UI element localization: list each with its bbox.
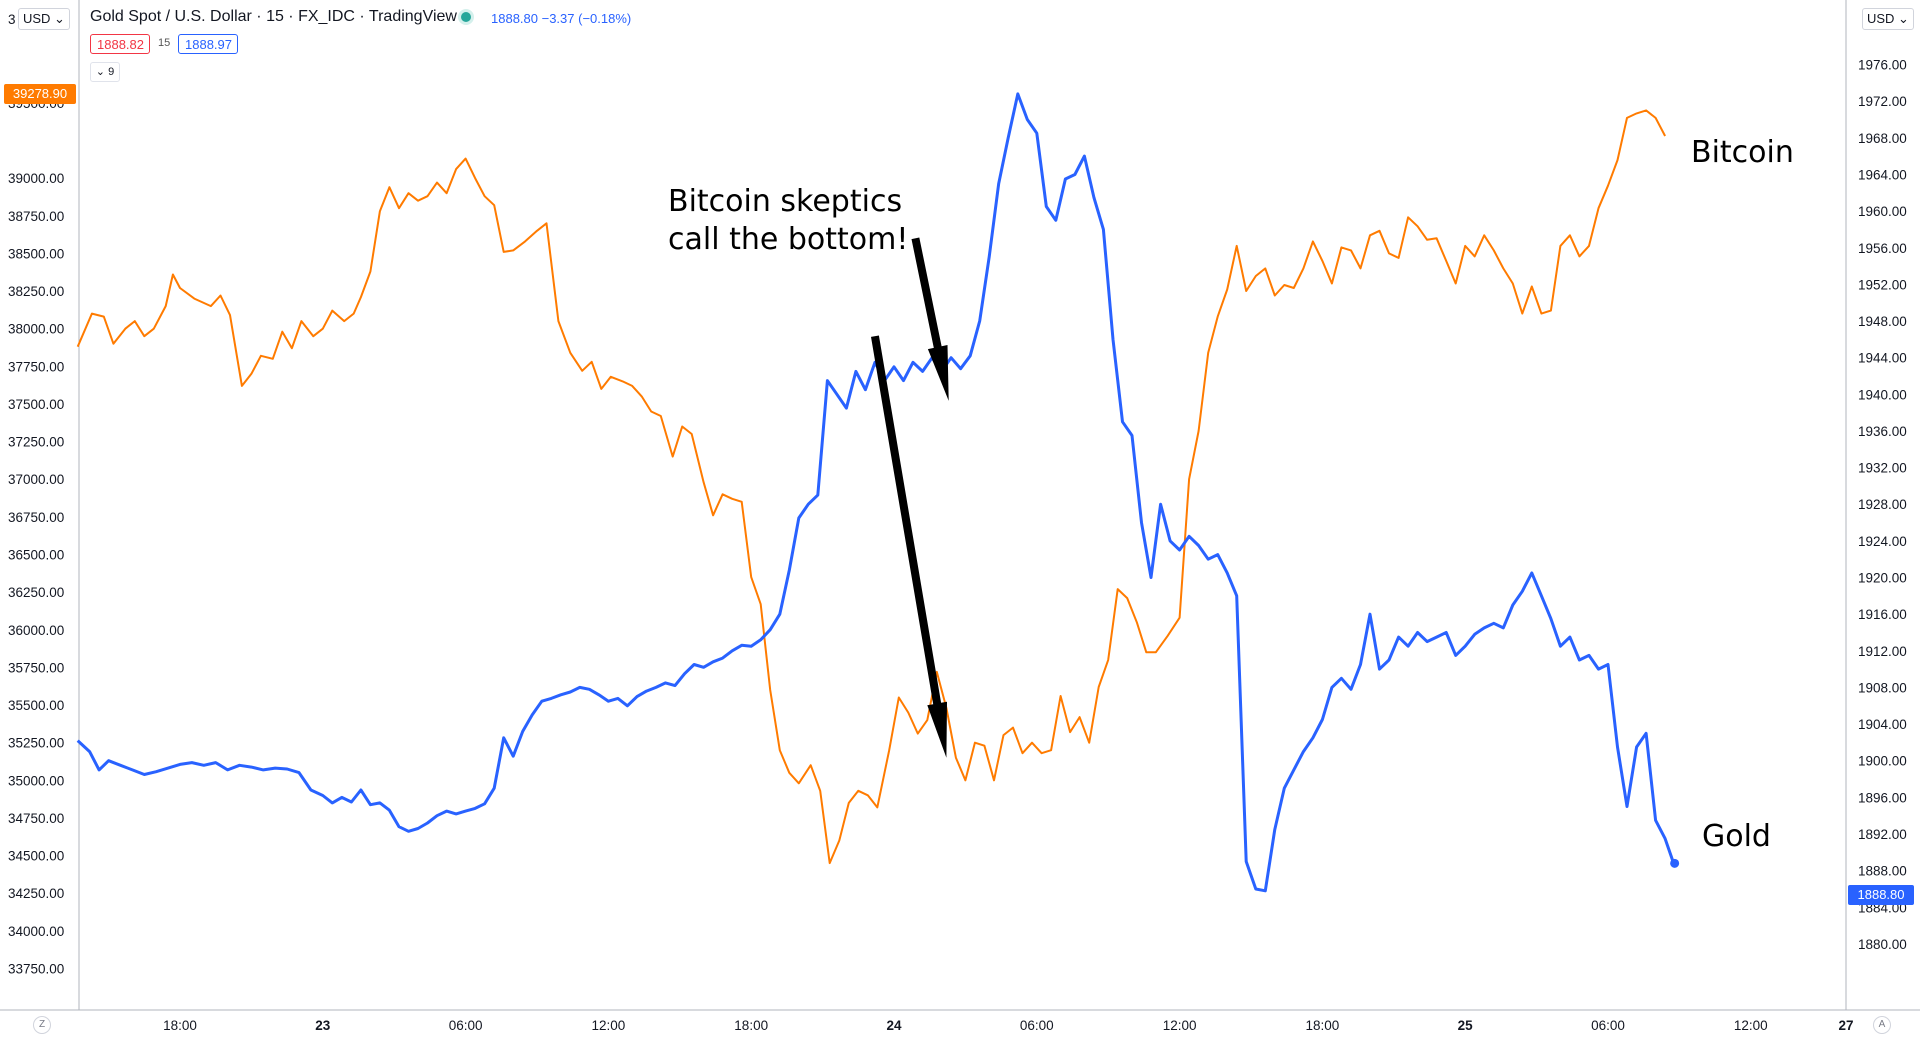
left-tick-label: 34500.00 [8, 849, 64, 864]
annotation-arrows [871, 237, 949, 758]
bitcoin-last-price-badge: 39278.90 [4, 84, 76, 104]
right-tick-label: 1940.00 [1858, 387, 1907, 402]
skeptics-line-2: call the bottom! [668, 222, 909, 257]
right-tick-label: 1916.00 [1858, 607, 1907, 622]
time-tick-label: 06:00 [449, 1018, 483, 1033]
right-tick-label: 1908.00 [1858, 680, 1907, 695]
time-tick-label: 18:00 [163, 1018, 197, 1033]
series-layer [76, 92, 1680, 893]
left-tick-label: 38750.00 [8, 209, 64, 224]
time-tick-label: 06:00 [1020, 1018, 1054, 1033]
right-tick-label: 1972.00 [1858, 94, 1907, 109]
right-tick-label: 1964.00 [1858, 167, 1907, 182]
bitcoin-series-line[interactable] [76, 109, 1666, 865]
time-axis-ticks: 18:00 23 06:00 12:00 18:00 24 06:00 12:00 18:00 2… [163, 1018, 1853, 1033]
time-tick-label: 23 [315, 1018, 331, 1033]
symbol-title[interactable]: Gold Spot / U.S. Dollar · 15 · FX_IDC · … [90, 8, 457, 25]
right-tick-label: 1896.00 [1858, 790, 1907, 805]
right-tick-label: 1956.00 [1858, 241, 1907, 256]
right-tick-label: 1928.00 [1858, 497, 1907, 512]
left-tick-label: 38250.00 [8, 284, 64, 299]
time-tick-label: 12:00 [592, 1018, 626, 1033]
right-tick-label: 1900.00 [1858, 754, 1907, 769]
right-tick-label: 1968.00 [1858, 131, 1907, 146]
ask-price-button[interactable]: 1888.97 [178, 34, 238, 54]
time-tick-label: 06:00 [1591, 1018, 1625, 1033]
gold-last-point [1670, 858, 1680, 868]
left-tick-label: 36750.00 [8, 510, 64, 525]
right-axis-ticks: 1880.001884.001888.001892.001896.001900.… [1858, 58, 1907, 952]
skeptics-annotation: Bitcoin skeptics call the bottom! [668, 183, 908, 259]
left-tick-label: 37250.00 [8, 435, 64, 450]
right-tick-label: 1904.00 [1858, 717, 1907, 732]
right-tick-label: 1936.00 [1858, 424, 1907, 439]
time-tick-label: 27 [1838, 1018, 1853, 1033]
right-tick-label: 1924.00 [1858, 534, 1907, 549]
right-tick-label: 1976.00 [1858, 58, 1907, 73]
left-tick-label: 38000.00 [8, 322, 64, 337]
time-tick-label: 18:00 [1306, 1018, 1340, 1033]
left-tick-label: 39000.00 [8, 171, 64, 186]
right-currency-selector[interactable]: USD ⌄ [1862, 8, 1914, 30]
time-tick-label: 25 [1458, 1018, 1474, 1033]
time-tick-label: 12:00 [1163, 1018, 1197, 1033]
annotation-arrow-2 [871, 335, 947, 758]
skeptics-line-1: Bitcoin skeptics [668, 184, 903, 219]
indicators-toggle-button[interactable]: ⌄ 9 [90, 62, 120, 82]
time-tick-label: 24 [886, 1018, 902, 1033]
right-tick-label: 1960.00 [1858, 204, 1907, 219]
right-tick-label: 1944.00 [1858, 351, 1907, 366]
gold-series-line[interactable] [76, 92, 1677, 893]
gold-last-price-badge: 1888.80 [1848, 885, 1914, 905]
left-tick-label: 35500.00 [8, 698, 64, 713]
right-tick-label: 1880.00 [1858, 937, 1907, 952]
left-tick-label: 37750.00 [8, 359, 64, 374]
left-tick-label: 35000.00 [8, 773, 64, 788]
spread-interval: 15 [158, 37, 171, 49]
left-tick-label: 34000.00 [8, 924, 64, 939]
annotation-arrow-1 [911, 237, 949, 401]
axis-lines [0, 0, 1920, 1011]
right-tick-label: 1888.00 [1858, 864, 1907, 879]
left-tick-label: 33750.00 [8, 961, 64, 976]
left-tick-label: 36250.00 [8, 585, 64, 600]
left-tick-label: 36000.00 [8, 623, 64, 638]
timezone-button[interactable]: Z [33, 1016, 51, 1034]
left-tick-label-partial: 3 [8, 12, 16, 27]
time-tick-label: 12:00 [1734, 1018, 1768, 1033]
left-tick-label: 36500.00 [8, 547, 64, 562]
time-tick-label: 18:00 [734, 1018, 768, 1033]
left-tick-label: 35750.00 [8, 660, 64, 675]
right-tick-label: 1932.00 [1858, 461, 1907, 476]
market-status-icon [461, 12, 471, 22]
right-tick-label: 1912.00 [1858, 644, 1907, 659]
left-currency-selector[interactable]: USD ⌄ [18, 8, 70, 30]
last-quote: 1888.80 −3.37 (−0.18%) [491, 11, 632, 26]
left-tick-label: 37000.00 [8, 472, 64, 487]
right-tick-label: 1892.00 [1858, 827, 1907, 842]
left-tick-label: 38500.00 [8, 246, 64, 261]
left-tick-label: 37500.00 [8, 397, 64, 412]
right-tick-label: 1952.00 [1858, 277, 1907, 292]
left-tick-label: 35250.00 [8, 736, 64, 751]
left-tick-label: 34250.00 [8, 886, 64, 901]
auto-scale-button[interactable]: A [1873, 1016, 1891, 1034]
right-tick-label: 1920.00 [1858, 571, 1907, 586]
bid-price-button[interactable]: 1888.82 [90, 34, 150, 54]
right-tick-label: 1948.00 [1858, 314, 1907, 329]
bitcoin-series-label: Bitcoin [1691, 135, 1794, 170]
left-tick-label: 34750.00 [8, 811, 64, 826]
gold-series-label: Gold [1702, 819, 1771, 854]
left-axis-ticks: 33750.00 34000.00 34250.00 34500.00 34750.00… [8, 12, 64, 976]
